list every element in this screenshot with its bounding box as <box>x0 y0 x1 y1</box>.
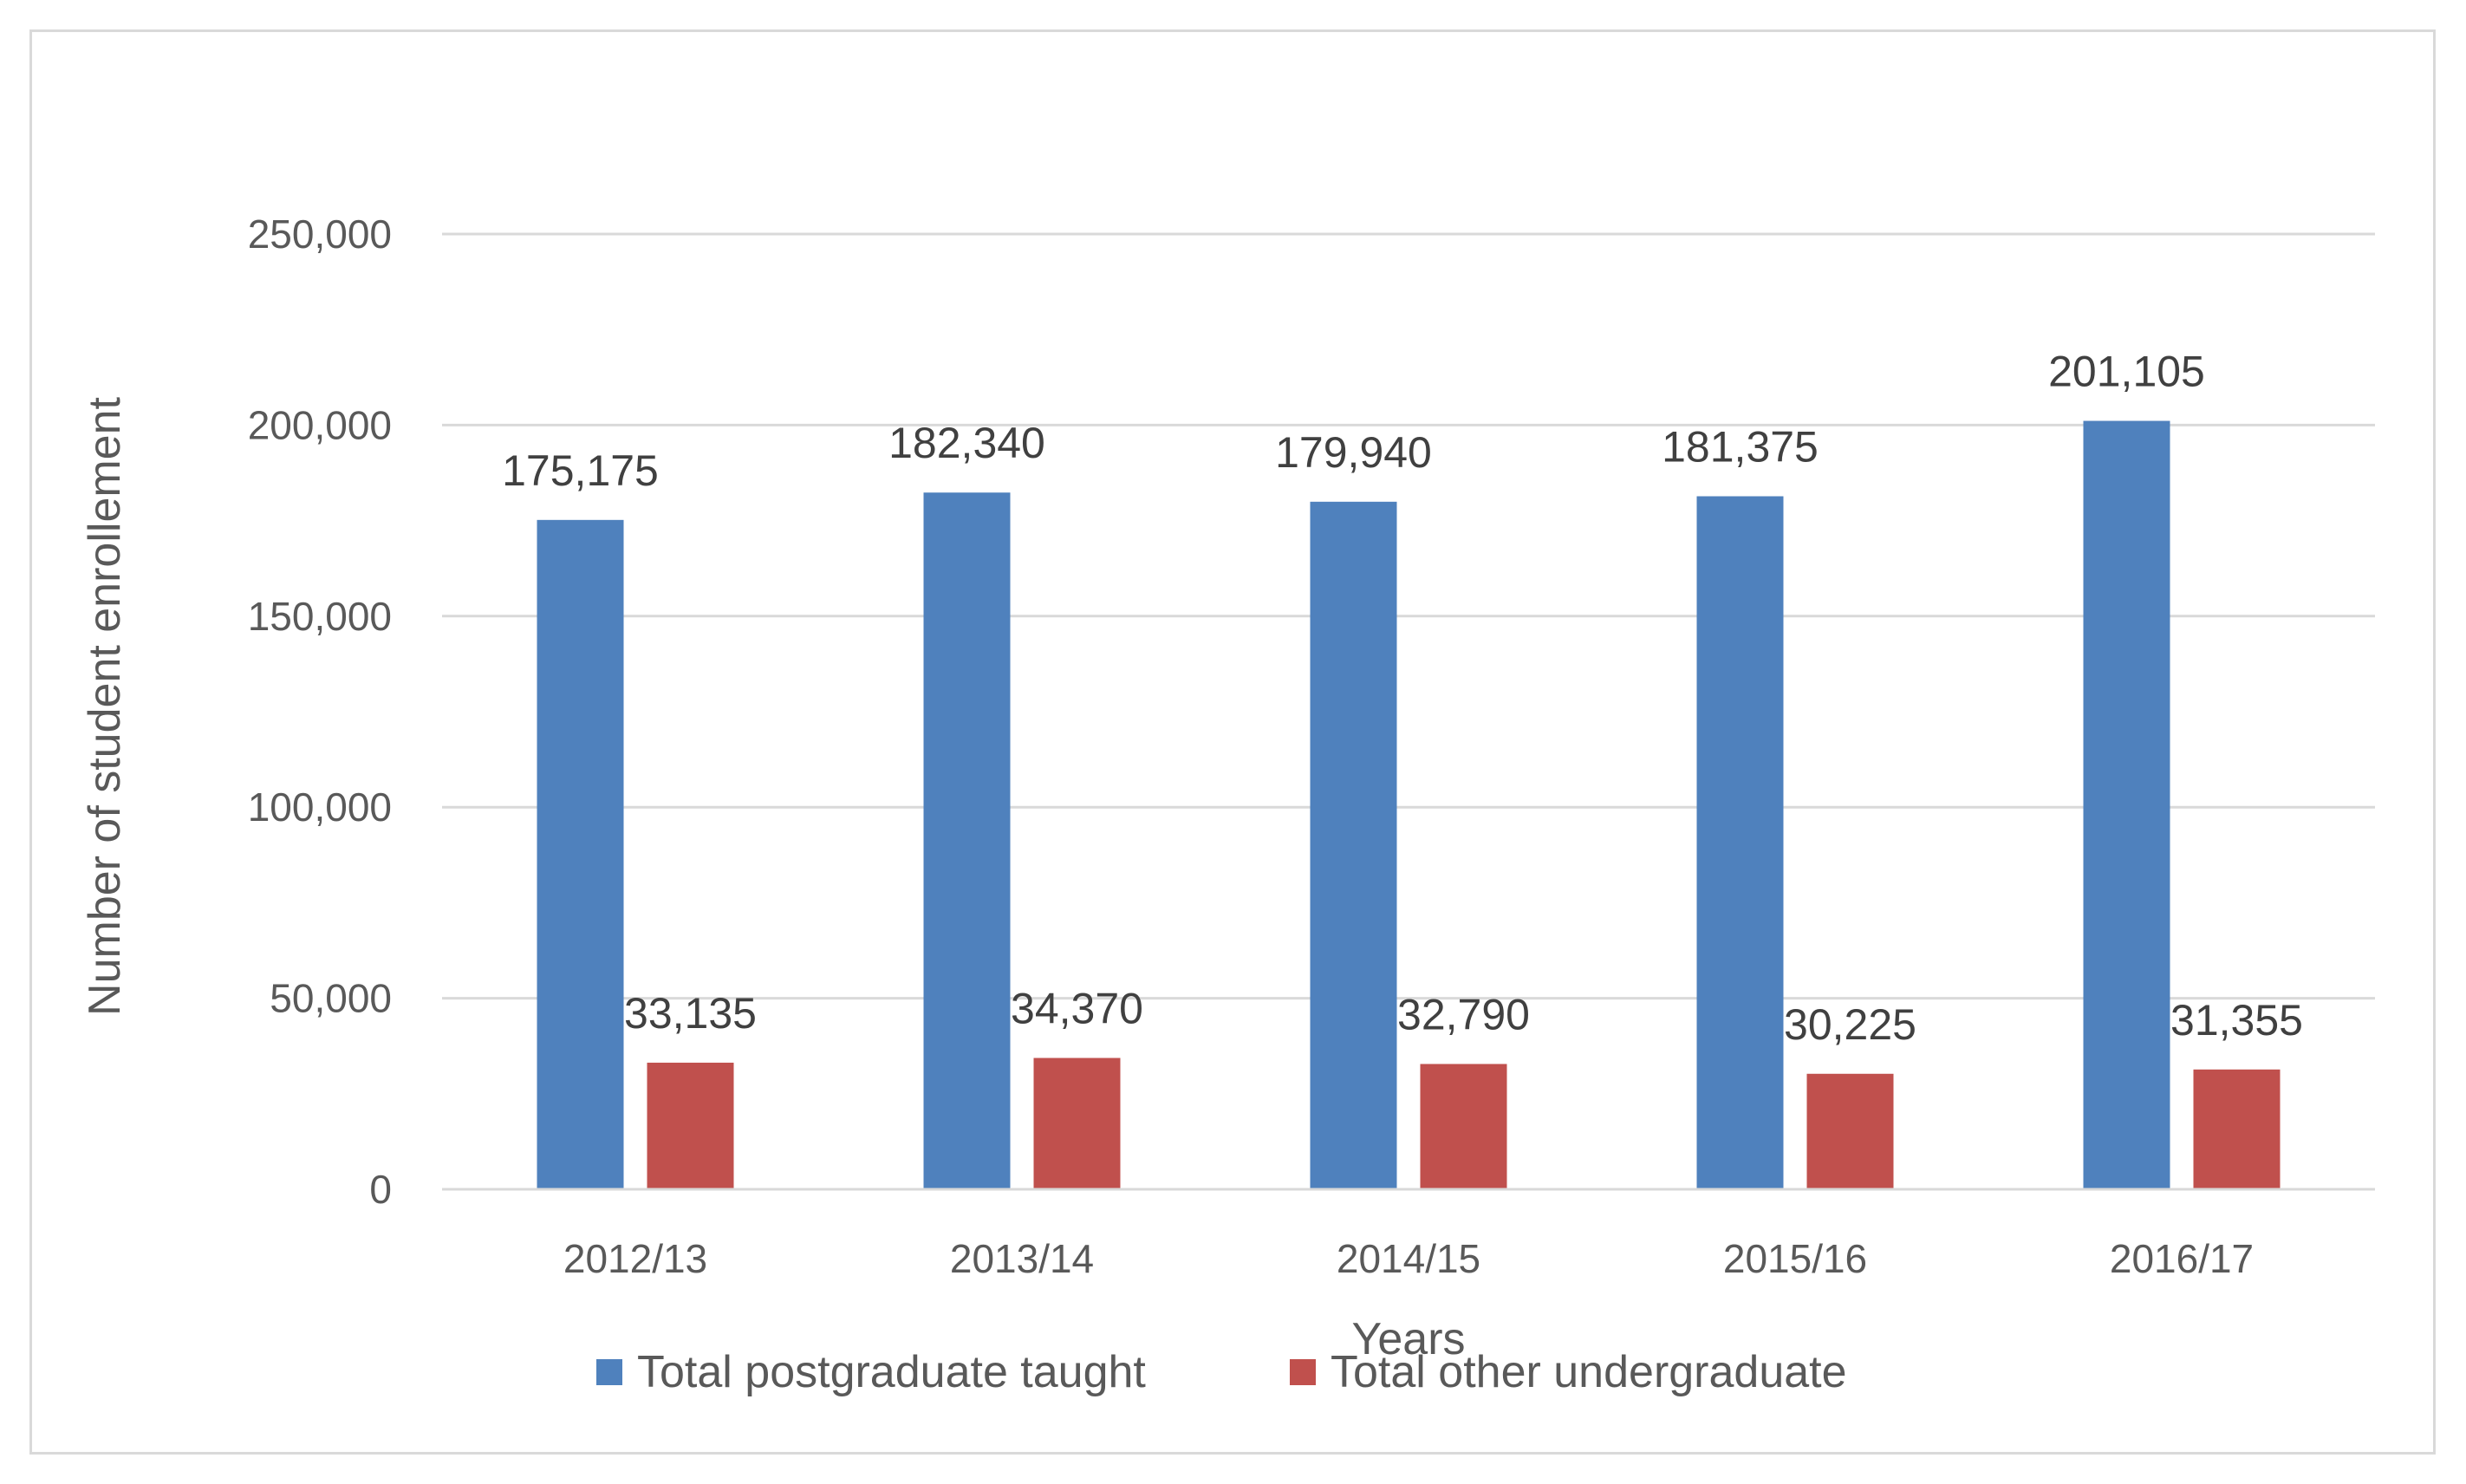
x-tick-label: 2016/17 <box>2110 1236 2254 1281</box>
legend: Total postgraduate taught Total other un… <box>596 1347 1847 1397</box>
data-label-undergraduate: 30,225 <box>1784 1000 1916 1049</box>
legend-swatch-undergraduate <box>1290 1359 1316 1385</box>
data-label-undergraduate: 31,355 <box>2170 996 2303 1045</box>
bar-postgraduate-2015-16 <box>1696 496 1784 1189</box>
y-tick-label: 0 <box>369 1167 392 1212</box>
bar-postgraduate-2014-15 <box>1310 501 1397 1189</box>
data-labels: 175,175 33,135 182,340 34,370 179,940 32,790 1… <box>502 348 2303 1049</box>
data-label-undergraduate: 32,790 <box>1397 990 1530 1038</box>
data-label-postgraduate: 179,940 <box>1275 428 1432 477</box>
gridlines <box>442 232 2375 1000</box>
bar-undergraduate-2016-17 <box>2193 1069 2281 1189</box>
x-tick-label: 2012/13 <box>563 1236 707 1281</box>
bar-undergraduate-2014-15 <box>1420 1064 1507 1189</box>
data-label-postgraduate: 181,375 <box>1662 422 1819 471</box>
data-label-postgraduate: 201,105 <box>2048 348 2205 396</box>
y-axis-ticks: 0 50,000 100,000 150,000 200,000 250,000 <box>248 212 392 1212</box>
x-tick-label: 2013/14 <box>950 1236 1094 1281</box>
y-tick-label: 50,000 <box>270 976 392 1021</box>
data-label-undergraduate: 33,135 <box>624 989 757 1038</box>
chart-frame <box>29 29 2436 1455</box>
bar-postgraduate-2016-17 <box>2083 420 2170 1189</box>
legend-label-undergraduate: Total other undergraduate <box>1331 1347 1847 1397</box>
bar-postgraduate-2013-14 <box>923 492 1011 1189</box>
y-tick-label: 100,000 <box>248 784 392 830</box>
y-tick-label: 200,000 <box>248 402 392 447</box>
bar-undergraduate-2012-13 <box>647 1062 734 1189</box>
data-label-postgraduate: 182,340 <box>888 419 1045 467</box>
x-axis-title: Years <box>1351 1314 1465 1364</box>
x-axis-ticks: 2012/13 2013/14 2014/15 2015/16 2016/17 <box>563 1236 2254 1281</box>
x-tick-label: 2014/15 <box>1337 1236 1480 1281</box>
y-tick-label: 150,000 <box>248 594 392 639</box>
x-tick-label: 2015/16 <box>1723 1236 1867 1281</box>
y-axis-title: Number of student enrollement <box>80 396 130 1015</box>
bars <box>537 420 2281 1189</box>
y-tick-label: 250,000 <box>248 212 392 257</box>
bar-undergraduate-2015-16 <box>1806 1073 1894 1189</box>
legend-swatch-postgraduate <box>596 1359 622 1385</box>
bar-postgraduate-2012-13 <box>537 519 624 1189</box>
data-label-postgraduate: 175,175 <box>502 446 659 495</box>
legend-label-postgraduate: Total postgraduate taught <box>637 1347 1146 1397</box>
bar-undergraduate-2013-14 <box>1033 1058 1121 1189</box>
data-label-undergraduate: 34,370 <box>1011 984 1143 1032</box>
